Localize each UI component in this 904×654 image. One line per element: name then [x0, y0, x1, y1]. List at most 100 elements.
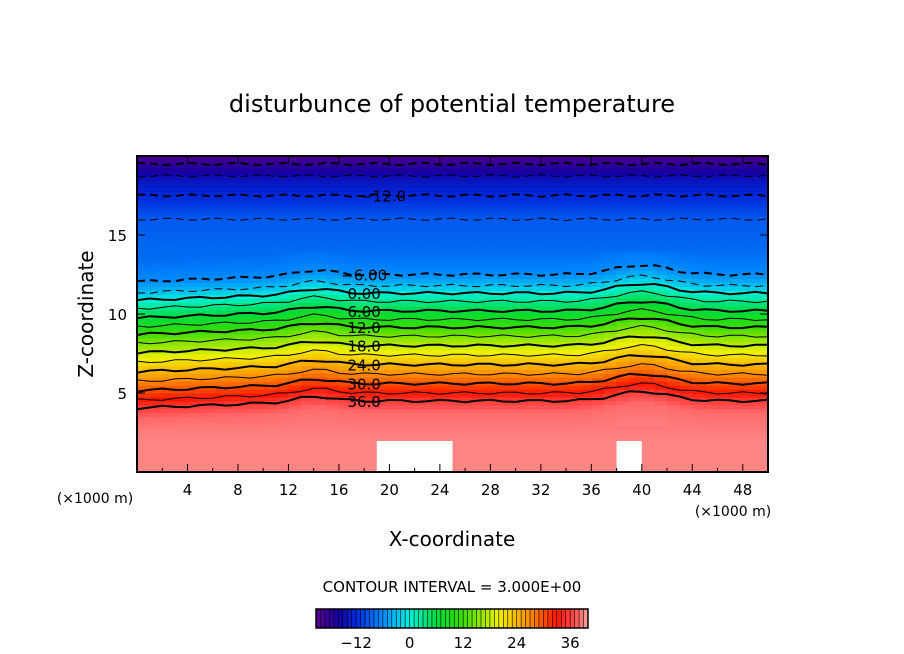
field-cell [414, 314, 428, 319]
field-cell [237, 167, 252, 173]
field-cell [326, 167, 340, 173]
field-cell [452, 231, 466, 236]
field-cell [591, 460, 605, 465]
field-cell [263, 254, 277, 260]
field-cell [654, 231, 668, 236]
field-cell [149, 254, 163, 260]
field-cell [237, 306, 252, 311]
field-cell [502, 156, 517, 161]
field-cell [212, 242, 226, 248]
field-cell [616, 337, 630, 343]
field-cell [237, 246, 252, 252]
field-cell [540, 416, 555, 422]
field-cell [275, 262, 290, 268]
field-cell [149, 317, 163, 323]
field-cell [351, 238, 365, 244]
field-cell [263, 393, 277, 398]
field-cell [465, 215, 479, 220]
field-cell [629, 258, 643, 264]
field-cell [679, 290, 693, 295]
field-cell [263, 262, 277, 268]
field-cell [414, 179, 428, 185]
field-cell [578, 369, 592, 374]
field-cell [212, 246, 226, 252]
field-cell [704, 274, 719, 280]
field-cell [288, 408, 302, 414]
field-cell [578, 349, 592, 355]
field-cell [591, 337, 605, 343]
field-cell [603, 171, 618, 177]
field-cell [679, 282, 693, 287]
field-cell [200, 444, 214, 449]
field-cell [566, 215, 580, 220]
field-cell [654, 183, 668, 189]
field-cell [427, 235, 441, 240]
field-cell [502, 175, 517, 181]
field-cell [616, 432, 630, 438]
field-cell [301, 317, 315, 323]
field-cell [502, 187, 517, 193]
field-cell [301, 258, 315, 264]
field-cell [250, 298, 264, 303]
field-cell [578, 191, 592, 197]
field-cell [149, 246, 163, 252]
field-cell [553, 167, 567, 173]
field-cell [667, 254, 681, 260]
field-cell [603, 183, 618, 189]
field-cell [654, 436, 668, 441]
field-cell [616, 163, 630, 169]
field-cell [667, 353, 681, 359]
field-cell [452, 404, 466, 410]
field-cell [225, 361, 239, 366]
field-cell [528, 171, 542, 177]
field-cell [402, 412, 416, 418]
field-cell [566, 452, 580, 457]
field-cell [755, 329, 769, 335]
field-cell [351, 262, 365, 268]
field-cell [162, 227, 176, 232]
field-cell [275, 258, 290, 264]
field-cell [704, 246, 719, 252]
field-cell [717, 238, 731, 244]
field-cell [301, 337, 315, 343]
field-cell [667, 183, 681, 189]
field-cell [477, 310, 491, 315]
field-cell [364, 456, 378, 461]
field-cell [200, 353, 214, 359]
field-cell [477, 337, 491, 343]
field-cell [730, 337, 744, 343]
field-cell [389, 349, 403, 355]
field-cell [402, 254, 416, 260]
field-cell [389, 468, 403, 473]
field-cell [288, 393, 302, 398]
field-cell [528, 298, 542, 303]
field-cell [490, 167, 504, 173]
field-cell [502, 365, 517, 370]
field-cell [212, 187, 226, 193]
field-cell [301, 235, 315, 240]
field-cell [742, 262, 756, 268]
field-cell [490, 329, 504, 335]
field-cell [162, 270, 176, 276]
field-cell [212, 167, 226, 173]
colorbar-cell [423, 609, 428, 628]
field-cell [629, 377, 643, 382]
field-cell [730, 215, 744, 220]
field-cell [288, 464, 302, 469]
field-cell [439, 159, 454, 165]
field-cell [187, 254, 201, 260]
field-cell [275, 270, 290, 276]
field-cell [641, 163, 656, 169]
field-cell [717, 231, 731, 236]
field-cell [679, 298, 693, 303]
field-cell [730, 389, 744, 394]
field-cell [667, 302, 681, 307]
field-cell [439, 314, 454, 319]
y-axis-label: Z-coordinate [74, 250, 98, 377]
field-cell [402, 369, 416, 374]
field-cell [326, 207, 340, 212]
field-cell [338, 400, 353, 406]
field-cell [603, 266, 618, 272]
field-cell [679, 329, 693, 335]
field-cell [629, 203, 643, 208]
